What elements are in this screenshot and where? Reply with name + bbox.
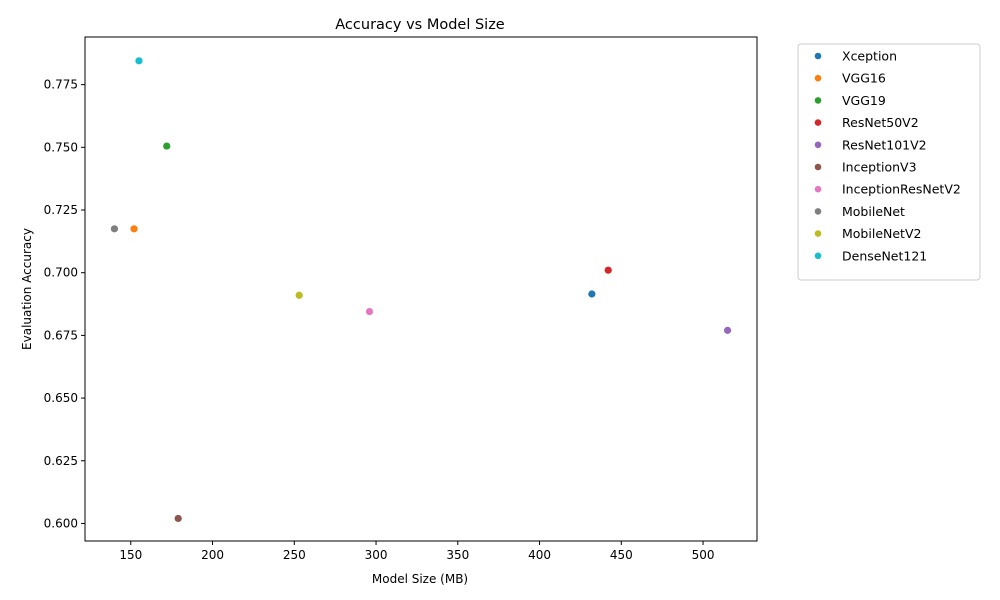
x-axis: 150 200 250 300 350 400 450 500	[119, 541, 714, 562]
y-tick-label: 0.750	[44, 140, 78, 154]
data-point	[174, 514, 182, 523]
legend-label: InceptionV3	[842, 160, 917, 175]
x-tick-label: 300	[365, 548, 388, 562]
legend-marker	[814, 97, 822, 104]
legend-label: MobileNet	[842, 204, 905, 219]
x-tick-label: 150	[119, 548, 142, 562]
y-tick-label: 0.725	[44, 203, 78, 217]
x-tick-label: 200	[201, 548, 224, 562]
legend-label: MobileNetV2	[842, 226, 921, 241]
x-tick-label: 400	[528, 548, 551, 562]
y-tick-label: 0.650	[44, 391, 78, 405]
legend-marker	[814, 185, 822, 193]
x-tick-label: 250	[283, 548, 306, 562]
data-point	[588, 290, 596, 298]
data-point	[295, 291, 303, 299]
legend-marker	[814, 163, 822, 171]
data-point	[365, 307, 374, 316]
legend-label: VGG16	[842, 71, 886, 86]
legend-marker	[814, 52, 822, 60]
y-tick-label: 0.600	[44, 516, 78, 530]
x-axis-title: Model Size (MB)	[372, 572, 468, 586]
x-tick-label: 350	[446, 548, 469, 562]
plot-area	[84, 36, 758, 542]
legend: Xception VGG16 VGG19 ResNet50V2 ResNet101V2 I…	[797, 43, 981, 281]
legend-label: DenseNet121	[842, 248, 927, 263]
data-point	[135, 57, 143, 65]
legend-label: ResNet101V2	[842, 137, 927, 152]
x-tick-label: 450	[610, 548, 633, 562]
legend-marker	[814, 74, 822, 82]
chart-title: Accuracy vs Model Size	[335, 17, 505, 33]
legend-label: ResNet50V2	[842, 115, 919, 130]
legend-marker	[814, 119, 822, 126]
data-point	[723, 326, 732, 334]
x-tick-label: 500	[692, 548, 715, 562]
y-axis: 0.600 0.625 0.650 0.675 0.700 0.725 0.750 0.775	[44, 78, 85, 530]
data-point	[163, 142, 171, 150]
legend-marker	[814, 252, 822, 260]
y-tick-label: 0.775	[44, 78, 78, 92]
legend-label: VGG19	[842, 93, 886, 108]
legend-box	[797, 43, 981, 281]
legend-label: InceptionResNetV2	[842, 182, 961, 197]
y-tick-label: 0.625	[44, 454, 78, 468]
legend-label: Xception	[842, 49, 897, 64]
legend-marker	[814, 208, 822, 215]
plot-frame	[84, 36, 758, 542]
data-point	[130, 225, 138, 233]
legend-marker	[814, 141, 822, 149]
legend-marker	[814, 230, 822, 237]
data-point	[110, 225, 119, 233]
y-tick-label: 0.700	[44, 266, 78, 280]
y-axis-title: Evaluation Accuracy	[20, 228, 34, 350]
data-point	[604, 266, 612, 274]
y-tick-label: 0.675	[44, 328, 78, 342]
